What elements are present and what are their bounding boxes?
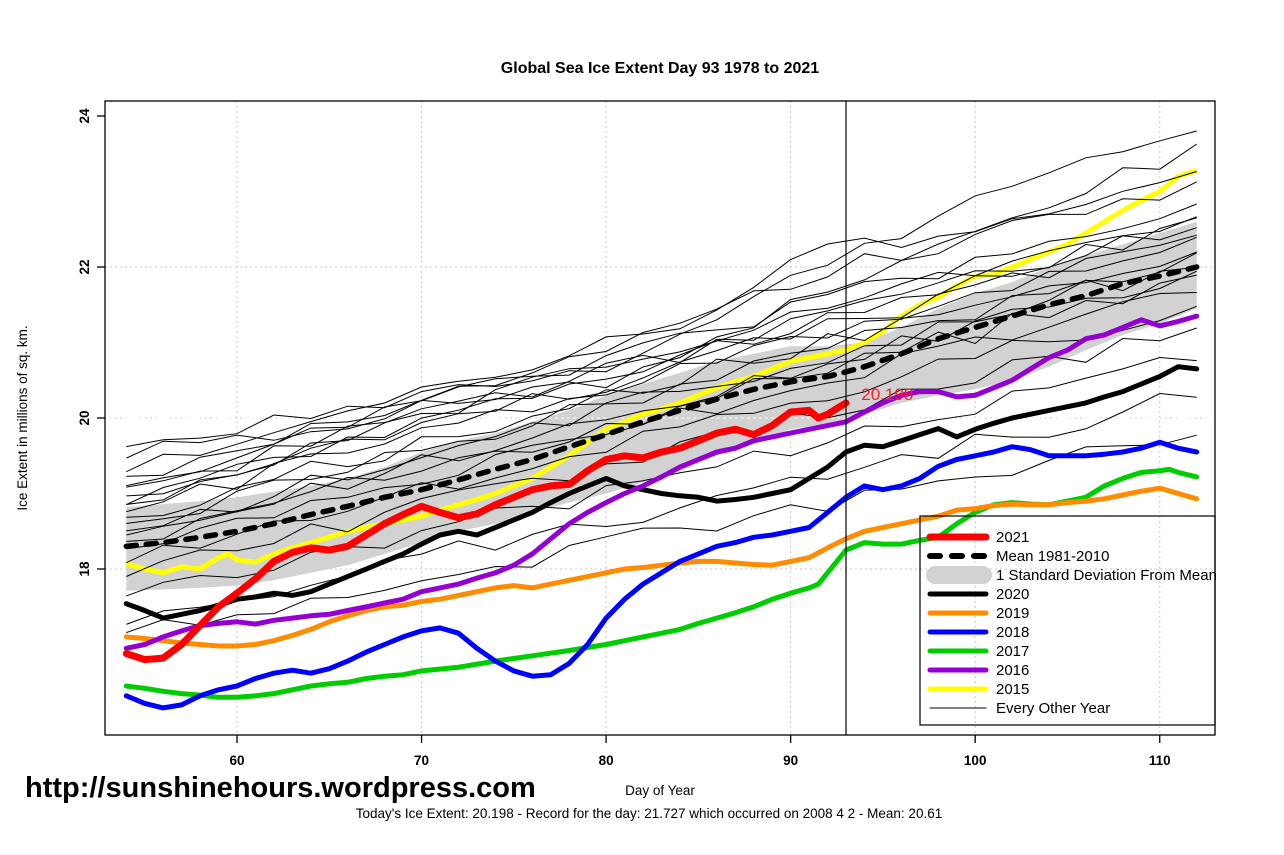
annotation-today-value: 20.198: [861, 385, 913, 404]
series-2016-line: [123, 313, 1200, 651]
legend-box: [919, 515, 1216, 726]
thin-year-line-19: [126, 143, 1197, 459]
thin-year-line-4: [126, 305, 1197, 564]
legend-item-1-standard-deviation-from-mean-label: 1 Standard Deviation From Mean: [996, 567, 1217, 584]
thin-year-line-14: [126, 217, 1197, 497]
y-tick-label-20: 20: [77, 410, 92, 425]
y-axis-title: Ice Extent in millions of sq. km.: [15, 325, 30, 510]
legend-item-every-other-year-label: Every Other Year: [996, 700, 1110, 717]
thin-year-line-20: [126, 130, 1197, 448]
mean-1981-2010-line: [123, 264, 1200, 550]
thin-year-line-15: [126, 216, 1197, 488]
x-tick-label-80: 80: [599, 753, 614, 768]
legend-item-2015-label: 2015: [996, 681, 1029, 698]
y-tick-label-18: 18: [77, 561, 92, 577]
legend-item-2020-label: 2020: [996, 586, 1029, 603]
series-2021-line: [122, 399, 850, 664]
plot-area: [105, 130, 1215, 711]
thin-year-line-1: [126, 392, 1197, 625]
series-2018-line: [123, 439, 1200, 711]
x-tick-label-70: 70: [414, 753, 429, 768]
x-tick-label-90: 90: [783, 753, 798, 768]
thin-year-line-12: [126, 234, 1197, 505]
legend-item-2017-label: 2017: [996, 643, 1029, 660]
thin-year-line-13: [126, 227, 1197, 506]
legend-item-2021-label: 2021: [996, 529, 1029, 546]
summary-caption: Today's Ice Extent: 20.198 - Record for …: [355, 806, 943, 821]
thin-year-line-18: [126, 171, 1197, 473]
y-tick-label-24: 24: [77, 108, 92, 124]
y-tick-label-22: 22: [77, 259, 92, 274]
watermark-url: http://sunshinehours.wordpress.com: [25, 772, 536, 804]
legend-item-2019-label: 2019: [996, 605, 1029, 622]
legend-item-2018-label: 2018: [996, 624, 1029, 641]
thin-year-line-11: [126, 236, 1197, 513]
series-2019-line: [123, 485, 1200, 649]
legend-item-2016-label: 2016: [996, 662, 1029, 679]
chart-title: Global Sea Ice Extent Day 93 1978 to 202…: [500, 60, 820, 77]
thin-year-line-7: [126, 270, 1197, 536]
thin-year-line-10: [126, 251, 1197, 518]
series-2020-line: [123, 364, 1200, 621]
x-axis-title: Day of Year: [625, 783, 695, 798]
x-tick-label-110: 110: [1149, 753, 1171, 768]
x-tick-label-60: 60: [229, 753, 244, 768]
legend-item-1-standard-deviation-from-mean-swatch: [926, 566, 992, 584]
thin-year-line-0: [126, 434, 1197, 634]
series-2015-line: [125, 168, 1198, 576]
thin-year-line-16: [126, 203, 1197, 487]
x-tick-label-100: 100: [964, 753, 987, 768]
legend-item-mean-1981-2010-label: Mean 1981-2010: [996, 548, 1109, 565]
thin-year-line-17: [126, 181, 1197, 477]
